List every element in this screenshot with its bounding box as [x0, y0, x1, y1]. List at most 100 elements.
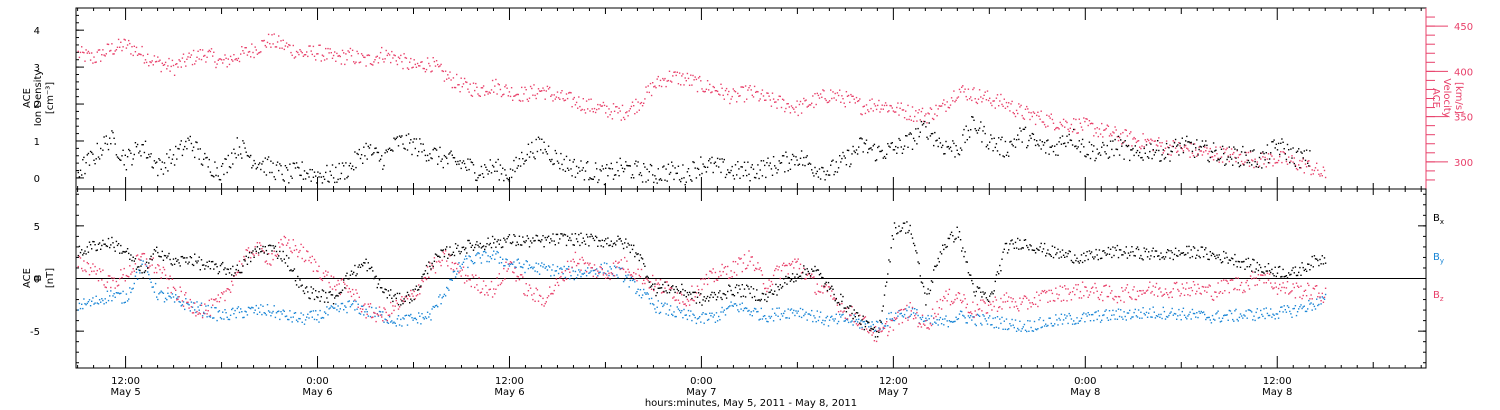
- density-series-point: [1045, 152, 1047, 154]
- velocity-series-point: [807, 105, 809, 107]
- bx-series-point: [461, 246, 463, 249]
- density-series-point: [1188, 141, 1190, 143]
- velocity-series-point: [319, 44, 321, 46]
- velocity-series-point: [612, 103, 615, 105]
- bx-series-point: [441, 250, 443, 252]
- velocity-series-point: [1228, 160, 1230, 163]
- bx-series-point: [290, 269, 292, 271]
- density-series-point: [639, 172, 642, 174]
- velocity-series-point: [593, 107, 596, 110]
- bx-series-point: [512, 241, 514, 243]
- by-series-point: [343, 309, 345, 311]
- bz-series-point: [173, 287, 176, 290]
- by-series-point: [920, 318, 923, 321]
- bz-series-point: [1307, 282, 1309, 285]
- by-series-point: [603, 262, 606, 264]
- density-series-point: [267, 156, 270, 158]
- velocity-series-point: [534, 94, 536, 97]
- density-series-point: [253, 159, 255, 162]
- by-series-point: [192, 302, 195, 304]
- by-series-point: [508, 265, 511, 267]
- velocity-series-point: [598, 108, 600, 110]
- bz-series-point: [948, 288, 951, 291]
- velocity-series-point: [1052, 122, 1055, 124]
- by-series-point: [493, 250, 495, 252]
- density-series-point: [379, 158, 382, 160]
- velocity-series-point: [1286, 163, 1289, 165]
- bz-series-point: [654, 285, 656, 288]
- bx-series-point: [390, 289, 392, 291]
- velocity-series-point: [1065, 120, 1067, 122]
- by-series-point: [348, 300, 350, 302]
- bz-series-point: [618, 261, 620, 263]
- bz-series-point: [650, 288, 653, 290]
- bz-series-point: [785, 264, 787, 266]
- by-series-point: [447, 287, 449, 290]
- bz-series-point: [409, 295, 411, 297]
- density-series-point: [974, 128, 976, 130]
- density-series-point: [1294, 165, 1297, 167]
- density-series-point: [186, 148, 188, 150]
- by-series-point: [699, 316, 701, 318]
- by-series-point: [1254, 319, 1256, 322]
- density-series-point: [495, 161, 497, 163]
- bz-series-point: [134, 263, 137, 265]
- velocity-series-point: [680, 84, 682, 86]
- by-series-point: [659, 311, 662, 314]
- bz-series-point: [1155, 282, 1158, 285]
- density-series-point: [1169, 160, 1171, 162]
- by-series-point: [269, 311, 271, 313]
- velocity-series-point: [1143, 146, 1145, 148]
- bx-series-point: [547, 235, 550, 237]
- velocity-series-point: [574, 104, 577, 106]
- density-series-point: [972, 116, 974, 118]
- density-series-point: [1009, 141, 1011, 143]
- velocity-series-point: [641, 105, 644, 107]
- velocity-series-point: [987, 99, 990, 102]
- by-series-point: [1218, 317, 1220, 319]
- by-series-point: [1101, 319, 1103, 321]
- by-series-point: [1283, 305, 1285, 307]
- bx-series-point: [356, 273, 358, 275]
- density-series-point: [327, 180, 329, 182]
- density-series-point: [1149, 150, 1151, 153]
- bz-series-point: [964, 298, 966, 300]
- by-series-point: [280, 311, 282, 313]
- density-series-point: [523, 163, 525, 165]
- by-series-point: [856, 321, 859, 323]
- velocity-series-point: [1273, 158, 1275, 160]
- by-series-point: [359, 313, 362, 315]
- by-series-point: [935, 322, 937, 324]
- velocity-series-point: [1104, 129, 1106, 131]
- bx-series-point: [208, 260, 210, 262]
- by-series-point: [729, 305, 731, 307]
- velocity-series-point: [1040, 110, 1042, 112]
- by-series-point: [519, 266, 522, 268]
- by-series-point: [1301, 307, 1303, 310]
- density-series-point: [1121, 145, 1123, 147]
- velocity-series-point: [328, 52, 330, 54]
- velocity-series-point: [484, 94, 486, 96]
- density-series-point: [89, 150, 92, 153]
- density-series-point: [429, 153, 431, 155]
- by-series-point: [1055, 314, 1057, 316]
- by-series-point: [344, 305, 346, 307]
- by-series-point: [132, 287, 134, 290]
- velocity-series-point: [190, 54, 193, 56]
- velocity-series-point: [779, 95, 781, 98]
- bz-series-point: [507, 268, 509, 270]
- velocity-series-point: [1068, 130, 1070, 132]
- by-series-point: [263, 312, 265, 314]
- bz-series-point: [1310, 294, 1312, 296]
- velocity-series-point: [630, 105, 633, 108]
- bz-series-point: [1286, 281, 1289, 283]
- velocity-series-point: [460, 77, 462, 79]
- by-series-point: [981, 324, 983, 326]
- bz-series-point: [1124, 289, 1126, 291]
- by-series-point: [500, 262, 503, 264]
- density-series-point: [794, 164, 796, 166]
- bx-series-point: [117, 243, 120, 245]
- density-series-point: [498, 179, 500, 181]
- density-series-point: [316, 182, 318, 184]
- bz-series-point: [272, 258, 274, 261]
